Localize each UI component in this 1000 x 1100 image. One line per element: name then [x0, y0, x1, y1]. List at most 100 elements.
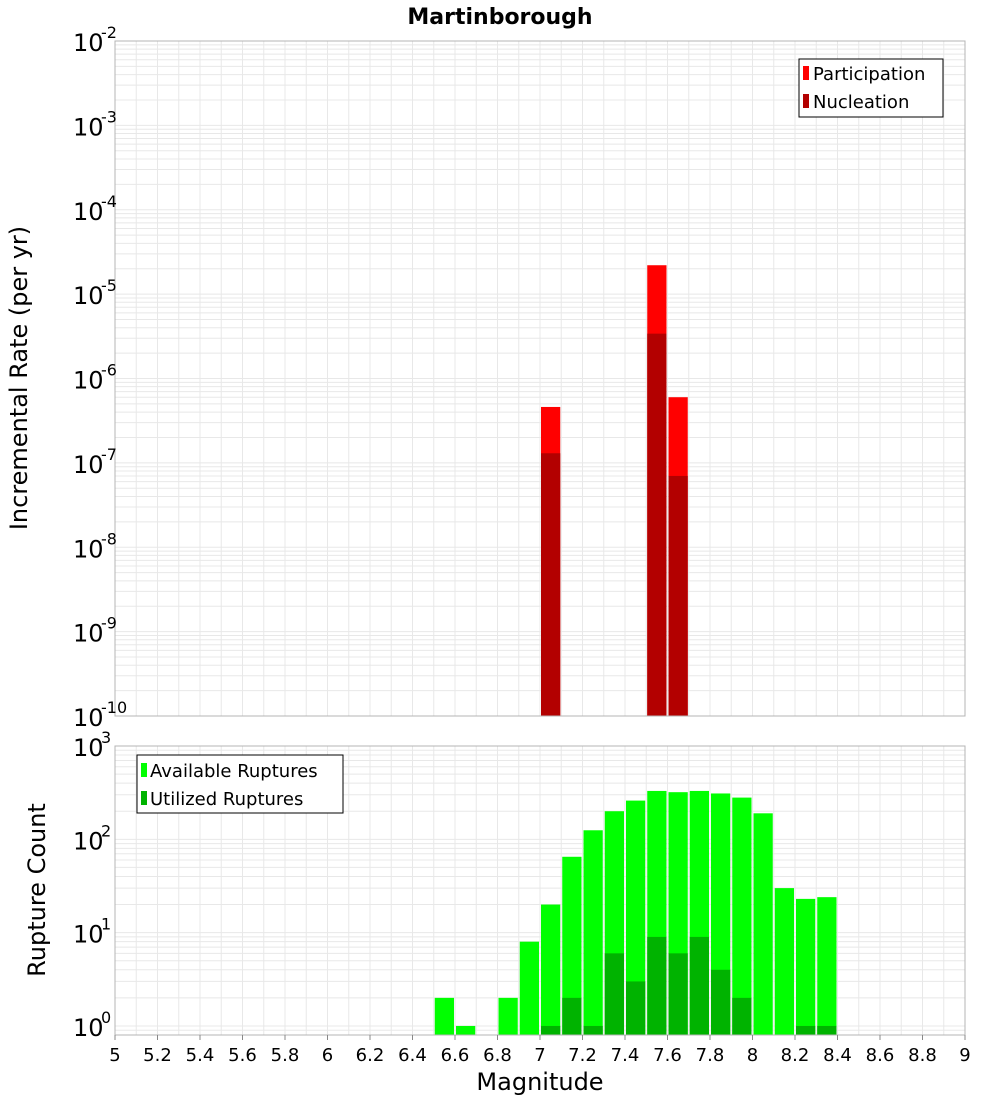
- bar-available-ruptures: [626, 800, 646, 1035]
- bar-utilized-ruptures: [689, 936, 709, 1035]
- x-tick-label: 8.8: [908, 1045, 937, 1066]
- y-tick-exponent: -5: [101, 276, 117, 295]
- y-tick-exponent: -3: [101, 107, 117, 126]
- bottom-plot-bars: [434, 790, 837, 1035]
- y-tick-label: 10: [73, 367, 104, 395]
- top-y-axis-label: Incremental Rate (per yr): [5, 226, 33, 530]
- bar-available-ruptures: [498, 997, 518, 1035]
- bar-available-ruptures: [541, 904, 561, 1035]
- y-tick-exponent: 3: [101, 728, 111, 747]
- x-tick-label: 9: [959, 1045, 970, 1066]
- y-tick-label: 10: [73, 282, 104, 310]
- bar-available-ruptures: [456, 1025, 476, 1035]
- y-tick-label: 10: [73, 29, 104, 57]
- y-tick-label: 10: [73, 827, 104, 855]
- y-tick-label: 10: [73, 734, 104, 762]
- y-tick-exponent: -9: [101, 614, 117, 633]
- legend-label-utilized: Utilized Ruptures: [150, 789, 303, 810]
- bar-available-ruptures: [796, 898, 816, 1035]
- x-tick-label: 8.6: [866, 1045, 895, 1066]
- bottom-y-axis-label: Rupture Count: [23, 803, 51, 977]
- y-tick-label: 10: [73, 113, 104, 141]
- y-tick-exponent: -7: [101, 445, 117, 464]
- y-tick-label: 10: [73, 620, 104, 648]
- x-tick-label: 7.6: [653, 1045, 682, 1066]
- bottom-legend: Available Ruptures Utilized Ruptures: [136, 754, 344, 814]
- x-tick-label: 6.4: [398, 1045, 427, 1066]
- top-plot-frame: [114, 40, 966, 717]
- legend-swatch-available: [141, 763, 147, 777]
- bar-nucleation: [541, 453, 561, 716]
- y-tick-exponent: -10: [101, 698, 127, 717]
- top-plot-grid: [114, 40, 966, 717]
- bar-utilized-ruptures: [668, 953, 688, 1035]
- bar-available-ruptures: [774, 888, 794, 1035]
- bar-available-ruptures: [519, 941, 539, 1035]
- x-tick-label: 7: [534, 1045, 545, 1066]
- x-tick-label: 6.8: [483, 1045, 512, 1066]
- y-tick-exponent: 2: [101, 821, 111, 840]
- bar-available-ruptures: [583, 830, 603, 1035]
- y-tick-label: 10: [73, 1014, 104, 1042]
- bar-utilized-ruptures: [711, 969, 731, 1035]
- y-tick-exponent: 1: [101, 915, 111, 934]
- legend-swatch-nucleation: [803, 94, 809, 108]
- y-tick-exponent: -2: [101, 23, 117, 42]
- x-tick-label: 6: [322, 1045, 333, 1066]
- bar-utilized-ruptures: [796, 1025, 816, 1035]
- x-tick-label: 7.4: [611, 1045, 640, 1066]
- bar-available-ruptures: [753, 813, 773, 1035]
- y-tick-exponent: -8: [101, 529, 117, 548]
- x-axis-label: Magnitude: [476, 1068, 603, 1096]
- bar-utilized-ruptures: [647, 936, 667, 1035]
- x-tick-label: 8.4: [823, 1045, 852, 1066]
- legend-swatch-participation: [803, 66, 809, 80]
- bar-utilized-ruptures: [583, 1025, 603, 1035]
- bar-available-ruptures: [732, 797, 752, 1035]
- legend-label-available: Available Ruptures: [150, 761, 318, 782]
- legend-swatch-utilized: [141, 791, 147, 805]
- legend-label-nucleation: Nucleation: [813, 92, 909, 113]
- y-tick-label: 10: [73, 921, 104, 949]
- bar-utilized-ruptures: [562, 997, 582, 1035]
- y-tick-exponent: 0: [101, 1008, 111, 1027]
- top-plot-bars: [541, 265, 688, 716]
- bar-utilized-ruptures: [817, 1025, 837, 1035]
- legend-label-participation: Participation: [813, 64, 925, 85]
- bar-available-ruptures: [817, 897, 837, 1035]
- x-tick-label: 5.6: [228, 1045, 257, 1066]
- x-tick-label: 5.4: [186, 1045, 215, 1066]
- bar-nucleation: [668, 475, 688, 716]
- bar-available-ruptures: [434, 997, 454, 1035]
- x-tick-label: 8.2: [781, 1045, 810, 1066]
- bottom-x-ticks: 5 5.2 5.4 5.6 5.8 6 6.2 6.4 6.6 6.8 7 7.2 7.4 7.6 7.8 8…: [109, 1035, 971, 1066]
- y-tick-label: 10: [73, 704, 104, 732]
- x-tick-label: 5.8: [271, 1045, 300, 1066]
- chart-title: Martinborough: [407, 5, 592, 30]
- x-tick-label: 7.8: [696, 1045, 725, 1066]
- x-tick-label: 7.2: [568, 1045, 597, 1066]
- x-tick-label: 8: [747, 1045, 758, 1066]
- y-tick-label: 10: [73, 198, 104, 226]
- x-tick-label: 6.6: [441, 1045, 470, 1066]
- y-tick-exponent: -6: [101, 361, 117, 380]
- bar-nucleation: [647, 333, 667, 716]
- bar-utilized-ruptures: [626, 981, 646, 1035]
- y-tick-label: 10: [73, 535, 104, 563]
- top-legend: Participation Nucleation: [798, 58, 944, 118]
- top-legend-box: [798, 58, 944, 118]
- x-tick-label: 6.2: [356, 1045, 385, 1066]
- x-tick-label: 5: [109, 1045, 120, 1066]
- bar-available-ruptures: [562, 856, 582, 1035]
- bottom-legend-box: [136, 754, 344, 814]
- x-tick-label: 5.2: [143, 1045, 172, 1066]
- bar-utilized-ruptures: [604, 953, 624, 1035]
- y-tick-exponent: -4: [101, 192, 117, 211]
- y-tick-label: 10: [73, 451, 104, 479]
- bar-utilized-ruptures: [732, 997, 752, 1035]
